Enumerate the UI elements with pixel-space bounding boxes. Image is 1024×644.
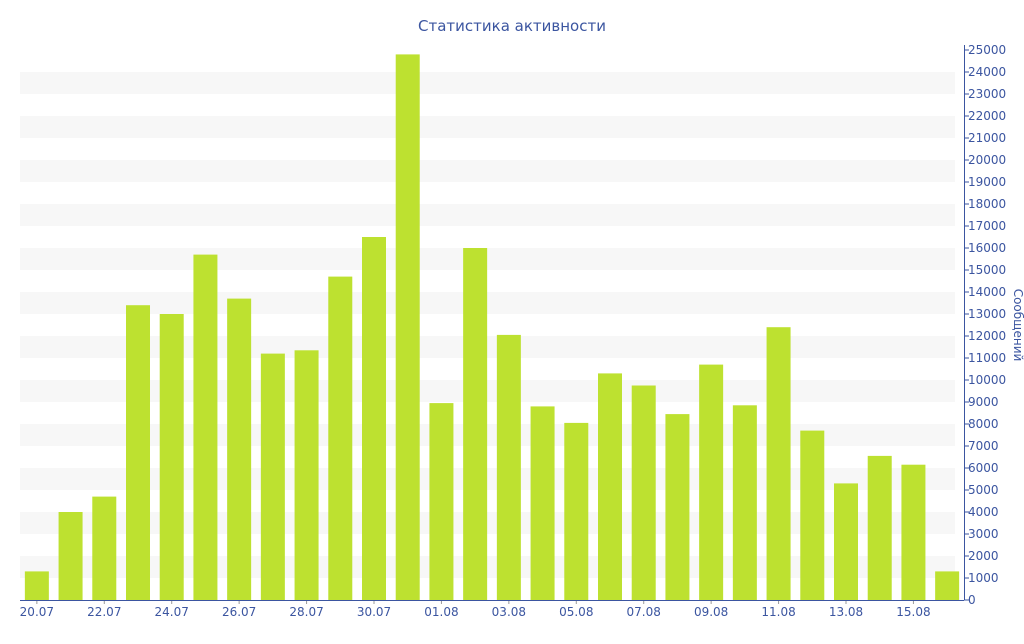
grid-band	[20, 72, 955, 94]
bar-15.08	[901, 464, 926, 600]
y-tick-label: 24000	[968, 65, 1006, 79]
y-tick-label: 14000	[968, 285, 1006, 299]
y-tick-label: 11000	[968, 351, 1006, 365]
y-tick-label: 17000	[968, 219, 1006, 233]
x-tick-label: 01.08	[424, 605, 458, 619]
bar-27.07	[260, 353, 285, 600]
x-tick-label: 13.08	[829, 605, 863, 619]
bar-23.07	[126, 305, 150, 600]
y-tick-label: 2000	[968, 549, 999, 563]
bar-25.07	[193, 254, 218, 600]
y-tick-label: 5000	[968, 483, 999, 497]
y-tick-label: 22000	[968, 109, 1006, 123]
y-axis-label: Сообщений	[1011, 289, 1024, 362]
bar-28.07	[294, 350, 319, 600]
bar-07.08	[631, 385, 656, 600]
y-tick-label: 9000	[968, 395, 999, 409]
grid-band	[20, 204, 955, 226]
x-tick-label: 15.08	[896, 605, 930, 619]
bar-03.08	[496, 334, 521, 600]
y-tick-label: 1000	[968, 571, 999, 585]
bar-08.08	[665, 414, 690, 600]
y-tick-label: 18000	[968, 197, 1006, 211]
y-tick-label: 21000	[968, 131, 1006, 145]
bar-16.08	[935, 571, 960, 600]
x-tick-label: 28.07	[289, 605, 323, 619]
bar-11.08	[766, 327, 791, 600]
grid-band	[20, 248, 955, 270]
bar-04.08	[530, 406, 555, 600]
x-tick-label: 03.08	[492, 605, 526, 619]
x-tick-label: 22.07	[87, 605, 121, 619]
x-tick-label: 30.07	[357, 605, 391, 619]
x-tick-label: 20.07	[20, 605, 54, 619]
y-tick-label: 7000	[968, 439, 999, 453]
bar-30.07	[362, 237, 386, 600]
y-tick-label: 4000	[968, 505, 999, 519]
grid-band	[20, 336, 955, 358]
y-tick-label: 20000	[968, 153, 1006, 167]
y-tick-label: 0	[968, 593, 976, 607]
bar-22.07	[92, 496, 117, 600]
y-tick-label: 8000	[968, 417, 999, 431]
bar-01.08	[429, 403, 454, 600]
y-tick-label: 10000	[968, 373, 1006, 387]
y-tick-label: 25000	[968, 43, 1006, 57]
bar-12.08	[800, 430, 825, 600]
chart-title: Статистика активности	[418, 17, 606, 35]
bar-24.07	[159, 314, 184, 600]
grid-band	[20, 116, 955, 138]
bar-06.08	[598, 373, 622, 600]
bar-10.08	[732, 405, 757, 600]
bar-20.07	[24, 571, 49, 600]
bar-14.08	[867, 455, 892, 600]
bar-09.08	[699, 364, 724, 600]
grid-band	[20, 160, 955, 182]
bar-21.07	[58, 512, 83, 600]
bar-31.07	[395, 54, 420, 600]
bar-29.07	[328, 276, 353, 600]
y-tick-label: 3000	[968, 527, 999, 541]
y-tick-label: 19000	[968, 175, 1006, 189]
grid-band	[20, 292, 955, 314]
x-tick-label: 05.08	[559, 605, 593, 619]
y-tick-label: 6000	[968, 461, 999, 475]
x-tick-label: 07.08	[627, 605, 661, 619]
y-tick-label: 23000	[968, 87, 1006, 101]
y-tick-label: 12000	[968, 329, 1006, 343]
bar-13.08	[834, 483, 858, 600]
y-tick-label: 15000	[968, 263, 1006, 277]
x-tick-label: 24.07	[155, 605, 189, 619]
y-tick-label: 16000	[968, 241, 1006, 255]
bar-02.08	[463, 248, 488, 600]
x-tick-label: 09.08	[694, 605, 728, 619]
bar-26.07	[227, 298, 252, 600]
x-tick-label: 11.08	[761, 605, 795, 619]
y-tick-label: 13000	[968, 307, 1006, 321]
bar-05.08	[564, 422, 589, 600]
x-tick-label: 26.07	[222, 605, 256, 619]
